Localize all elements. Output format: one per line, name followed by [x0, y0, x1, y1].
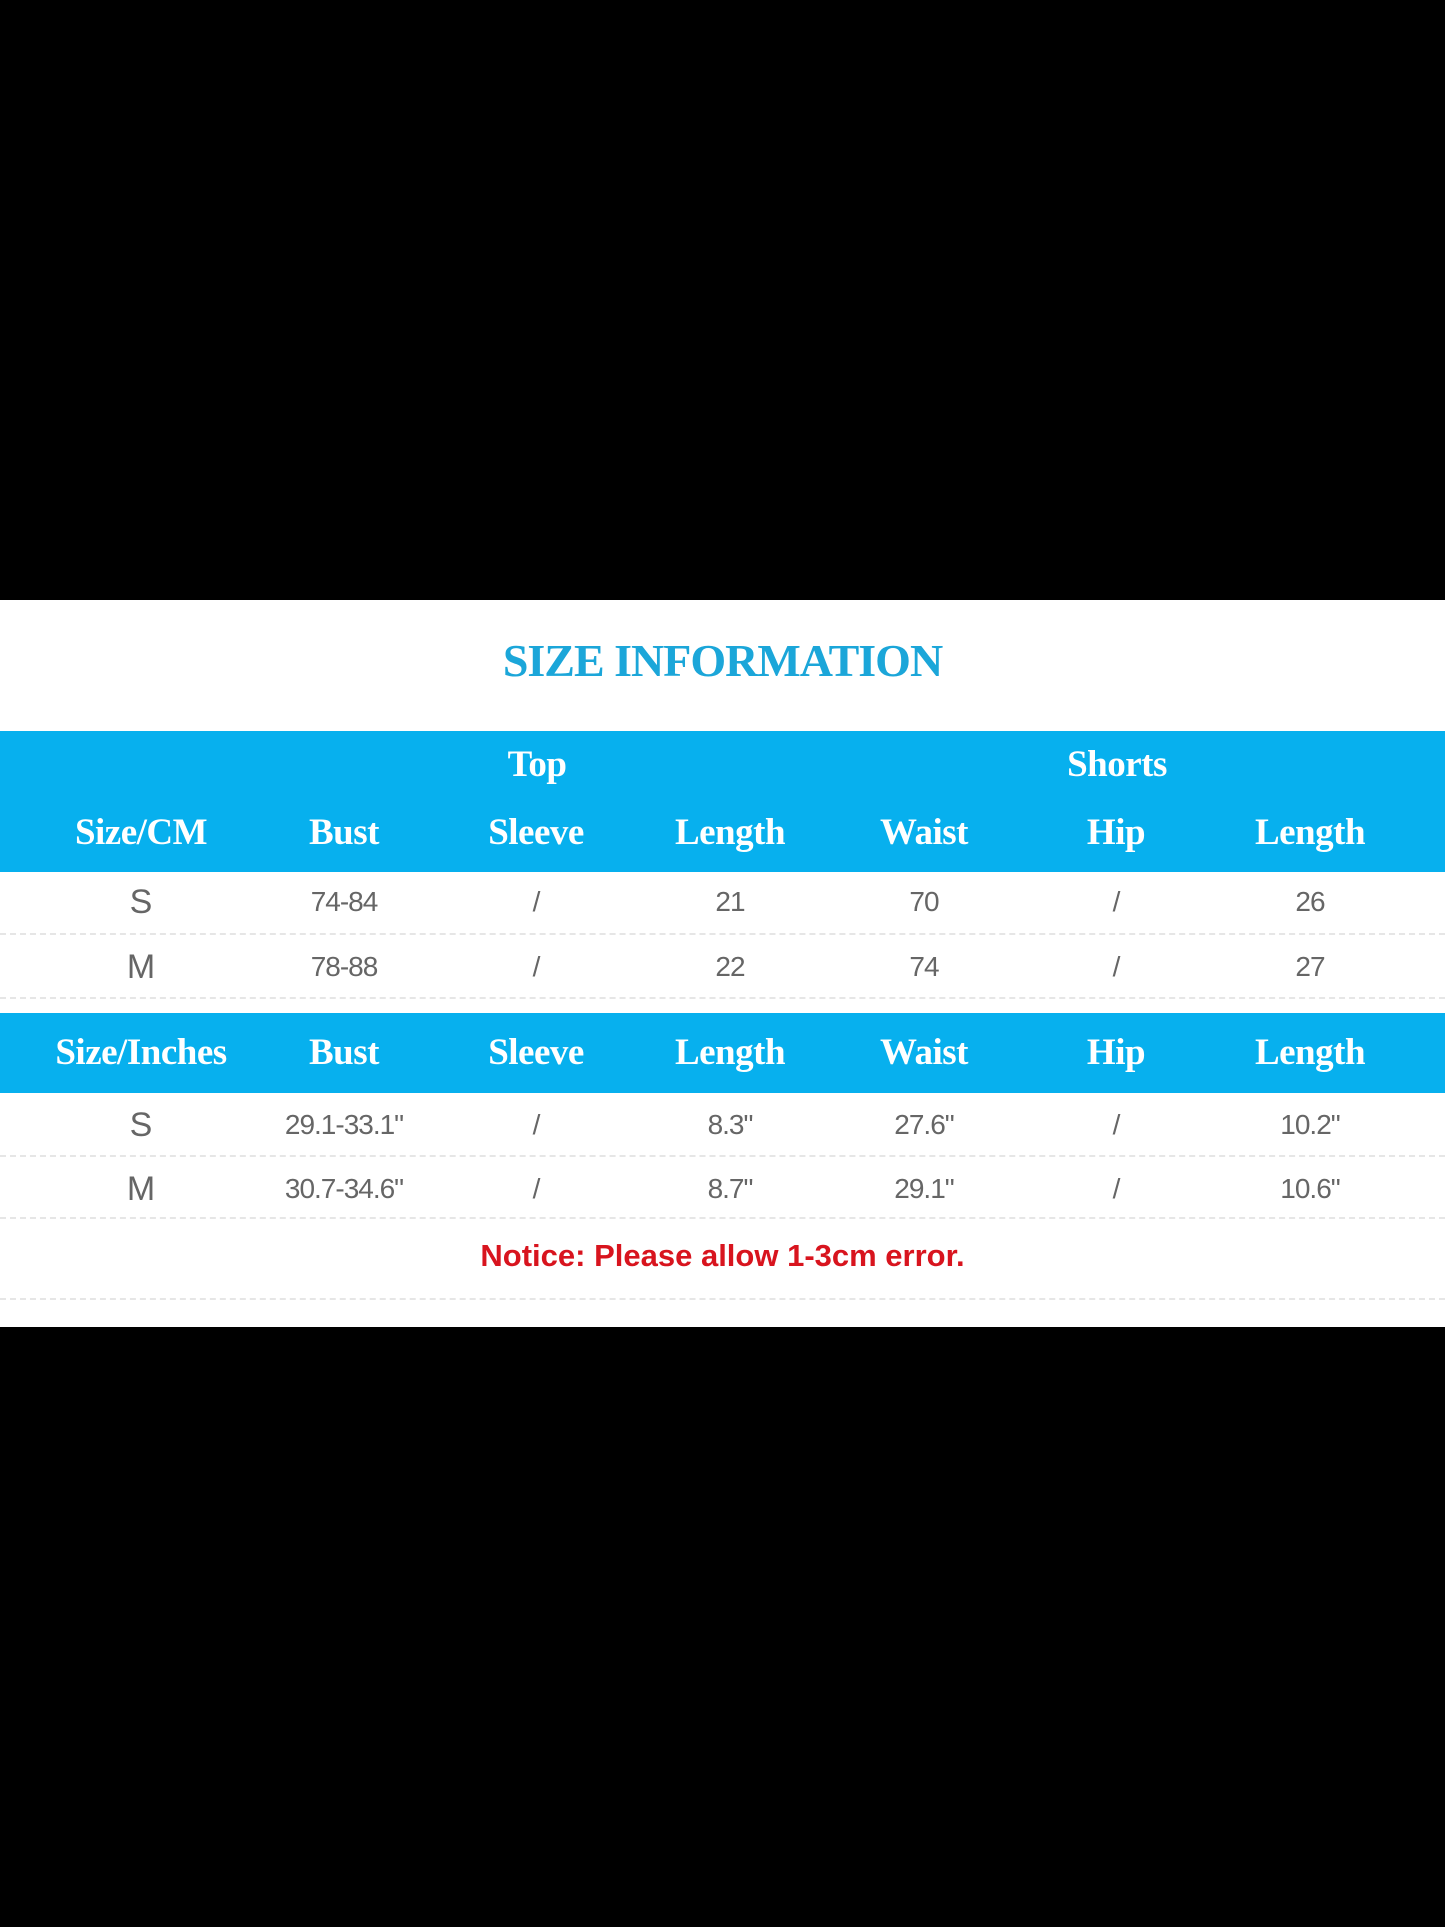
measurement-cell: 29.1-33.1" [284, 1109, 404, 1140]
measurement-cell: 8.3" [707, 1109, 754, 1140]
notice-text: Notice: Please allow 1-3cm error. [480, 1238, 965, 1273]
inch-header-cell: Sleeve [488, 1032, 584, 1073]
measurement-cell: 29.1" [894, 1173, 954, 1204]
size-chart-panel: SIZE INFORMATION Top Shorts Size/CM Bust S… [0, 600, 1445, 1327]
cm-header-cell: Size/CM [74, 812, 208, 853]
measurement-cell: 26 [1295, 886, 1325, 917]
cm-header-band: Top Shorts Size/CM Bust Sleeve Length Waist H… [0, 731, 1445, 872]
inch-header-band: Size/Inches Bust Sleeve Length Waist Hip Lengt… [0, 1013, 1445, 1093]
measurement-cell: 70 [909, 886, 939, 917]
cm-header-cell: Sleeve [488, 812, 584, 853]
measurement-cell: 10.2" [1280, 1109, 1340, 1140]
row-divider [0, 1298, 1445, 1300]
row-divider [0, 997, 1445, 999]
measurement-cell: / [532, 1173, 541, 1204]
measurement-cell: 30.7-34.6" [284, 1173, 404, 1204]
measurement-cell: / [1112, 1109, 1121, 1140]
measurement-cell: 74 [909, 951, 939, 982]
inch-header-cell: Waist [880, 1032, 968, 1073]
size-label: S [129, 1106, 153, 1144]
cm-header-cell: Length [1254, 812, 1366, 853]
measurement-cell: 78-88 [310, 951, 379, 982]
row-divider [0, 933, 1445, 935]
size-label: S [129, 883, 153, 921]
measurement-cell: 21 [715, 886, 745, 917]
row-divider [0, 1155, 1445, 1157]
measurement-cell: / [532, 886, 541, 917]
row-divider [0, 1217, 1445, 1219]
measurement-cell: / [1112, 1173, 1121, 1204]
measurement-cell: / [532, 951, 541, 982]
cm-header-cell: Length [674, 812, 786, 853]
measurement-cell: / [1112, 951, 1121, 982]
measurement-cell: 22 [715, 951, 745, 982]
group-shorts-label: Shorts [1067, 744, 1167, 785]
measurement-cell: 8.7" [707, 1173, 754, 1204]
size-chart-title: SIZE INFORMATION [502, 635, 943, 686]
inch-header-cell: Size/Inches [55, 1032, 227, 1073]
measurement-cell: 10.6" [1280, 1173, 1340, 1204]
measurement-cell: / [532, 1109, 541, 1140]
measurement-cell: 74-84 [310, 886, 379, 917]
size-label: M [126, 1170, 156, 1208]
inch-header-cell: Length [1254, 1032, 1366, 1073]
size-label: M [126, 948, 156, 986]
inch-header-cell: Length [674, 1032, 786, 1073]
cm-header-cell: Waist [880, 812, 968, 853]
cm-header-cell: Hip [1086, 812, 1146, 853]
inch-header-cell: Bust [309, 1032, 379, 1073]
group-top-label: Top [507, 744, 567, 785]
cm-header-cell: Bust [309, 812, 379, 853]
measurement-cell: / [1112, 886, 1121, 917]
measurement-cell: 27.6" [894, 1109, 954, 1140]
measurement-cell: 27 [1295, 951, 1325, 982]
inch-header-cell: Hip [1086, 1032, 1146, 1073]
